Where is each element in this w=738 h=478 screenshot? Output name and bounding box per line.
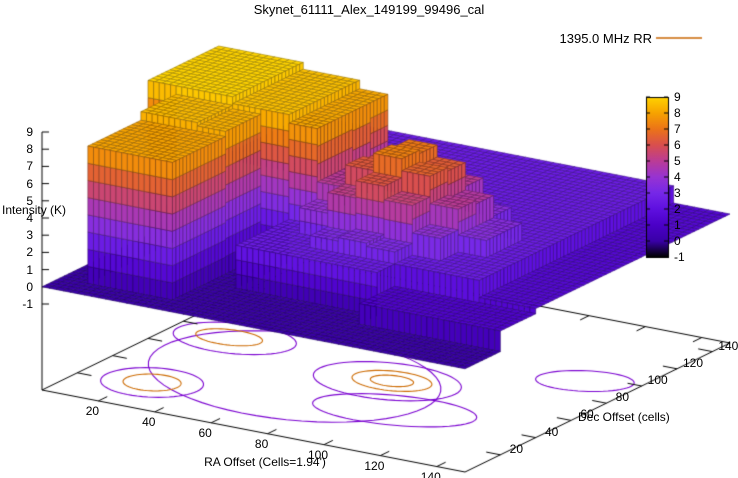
- z-tick-label: -1: [22, 297, 33, 311]
- colorbar-tick-label: 1: [674, 218, 681, 232]
- z-tick-label: 3: [26, 228, 33, 243]
- x-tick-label: 20: [85, 403, 100, 418]
- z-tick-label: 9: [26, 125, 33, 139]
- x-tick-label: 140: [420, 469, 441, 478]
- legend-label: 1395.0 MHz RR: [559, 31, 652, 46]
- z-axis-label: Intensity (K): [2, 203, 67, 217]
- y-tick-label: 20: [509, 441, 524, 456]
- colorbar-tick-label: 9: [674, 90, 681, 104]
- colorbar-tick-label: 8: [674, 106, 681, 120]
- x-tick-label: 60: [198, 425, 212, 440]
- colorbar-tick-label: -1: [674, 250, 685, 264]
- z-tick-label: 8: [26, 142, 33, 157]
- colorbar-tick-label: 5: [674, 154, 681, 168]
- y-tick-label: 80: [615, 390, 630, 405]
- y-axis-label: Dec Offset (cells): [578, 410, 670, 424]
- y-tick-label: 60: [580, 407, 594, 422]
- x-tick-label: 40: [142, 414, 156, 429]
- x-tick-label: 80: [254, 436, 269, 451]
- x-axis-label: RA Offset (Cells=1.94'): [204, 455, 326, 469]
- y-tick-label: 140: [718, 338, 738, 353]
- colorbar-tick-label: 4: [674, 170, 681, 184]
- colorbar-tick-label: 0: [674, 234, 681, 248]
- z-tick-label: 5: [26, 193, 33, 208]
- colorbar-tick-label: 6: [674, 138, 681, 152]
- x-tick-label: 120: [364, 458, 385, 473]
- z-tick-label: 1: [26, 262, 33, 277]
- colorbar-tick-label: 3: [674, 186, 681, 200]
- z-tick-label: 2: [26, 245, 33, 260]
- z-tick-label: 6: [26, 176, 33, 191]
- chart-title: Skynet_61111_Alex_149199_99496_cal: [253, 2, 485, 17]
- z-tick-label: 7: [26, 159, 33, 174]
- x-tick-label: 100: [307, 447, 329, 462]
- y-tick-label: 100: [647, 373, 668, 387]
- colorbar-tick-label: 7: [674, 122, 681, 136]
- y-tick-label: 120: [682, 355, 704, 370]
- colorbar-tick-label: 2: [674, 202, 681, 216]
- z-tick-label: 0: [26, 279, 33, 294]
- z-tick-label: 4: [26, 211, 33, 225]
- y-tick-label: 40: [544, 424, 559, 439]
